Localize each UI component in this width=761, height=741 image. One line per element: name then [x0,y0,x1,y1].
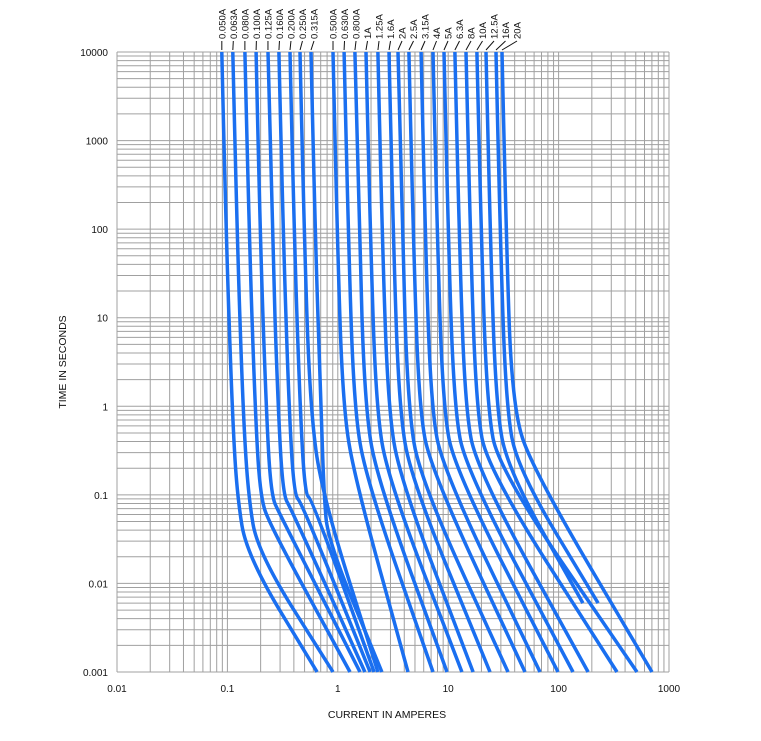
curve-label: 20A [513,21,524,39]
fuse-curves [220,51,654,673]
fuse-curve-0.050A [220,51,319,673]
curve-label: 0.200A [286,8,297,39]
y-tick-label: 0.1 [94,491,108,502]
curve-label: 2.5A [409,19,420,39]
fuse-curve-3.15A [419,51,542,673]
grid [116,51,670,673]
curve-label-leader [299,40,303,51]
fuse-curve-1.25A [376,51,475,673]
curve-labels: 0.050A 0.063A 0.080A 0.100A 0.125A 0.160A 0.20… [217,8,524,51]
curve-label: 0.800A [352,8,363,39]
fuse-curve-0.063A [231,51,335,673]
curve-label-leader [420,40,426,51]
fuse-curve-6.3A [453,51,590,673]
curve-label-leader [354,40,357,51]
fuse-curve-0.800A [353,51,449,673]
fuse-curve-20A [500,51,654,673]
curve-label: 2A [398,27,409,39]
fuse-curve-5A [442,51,575,673]
curve-label: 0.050A [217,8,228,39]
curve-label-leader [443,40,449,51]
curve-label: 3.15A [421,14,432,39]
y-tick-label: 10000 [80,48,108,59]
curve-label: 4A [432,27,443,39]
fuse-curve-2A [396,51,510,673]
x-tick-label: 100 [550,684,567,695]
curve-label-leader [495,40,506,51]
curve-label: 12.5A [490,14,501,39]
curve-label-leader [388,40,392,51]
fuse-curve-0.125A [266,51,367,673]
x-axis-title: CURRENT IN AMPERES [328,709,446,721]
curve-label-leader [454,40,460,51]
fuse-curve-0.315A [309,51,384,673]
y-tick-label: 100 [91,225,108,236]
curve-label: 0.250A [298,8,309,39]
x-tick-label: 0.01 [107,684,127,695]
curve-label: 0.063A [229,8,240,39]
y-tick-label: 10 [97,314,109,325]
curve-label-leader [465,40,472,51]
curve-label: 0.080A [240,8,251,39]
fuse-curve-4A [431,51,560,673]
x-tick-label: 10 [443,684,455,695]
fuse-curve-1A [364,51,464,673]
curve-label-leader [278,40,280,51]
fuse-curve-0.630A [342,51,435,673]
curve-label-leader [397,40,403,51]
y-tick-labels: 10000 1000 100 10 1 0.1 0.01 0.001 [80,48,108,679]
curve-label: 0.315A [309,8,320,39]
curve-label: 8A [467,27,478,39]
fuse-curve-0.250A [298,51,380,673]
curve-label: 0.125A [263,8,274,39]
curve-label: 1.25A [375,14,386,39]
curve-label: 5A [444,27,455,39]
curve-label: 0.500A [329,8,340,39]
curve-label: 6.3A [455,19,466,39]
fuse-curve-0.080A [243,51,352,673]
curve-label-leader [377,40,380,51]
curve-label-leader [408,40,414,51]
x-tick-labels: 0.01 0.1 1 10 100 1000 [107,684,680,695]
curve-label: 1.6A [386,19,397,39]
x-tick-label: 1 [335,684,341,695]
x-tick-label: 1000 [658,684,681,695]
curve-label: 0.100A [252,8,263,39]
curve-label-leader [289,40,292,51]
curve-label-leader [485,40,495,51]
curve-label-leader [365,40,369,51]
curve-label-leader [501,40,518,51]
y-tick-label: 1 [102,402,108,413]
curve-label: 10A [478,21,489,39]
y-tick-label: 0.001 [83,668,108,679]
fuse-curve-0.500A [331,51,410,673]
fuse-curve-0.160A [277,51,372,673]
curve-label-leader [476,40,483,51]
fuse-curve-2.5A [407,51,527,673]
curve-label: 16A [501,21,512,39]
fuse-curve-12.5A [484,51,585,604]
fuse-curve-0.100A [254,51,362,673]
fuse-curve-8A [464,51,619,673]
curve-label-leader [310,40,315,51]
y-axis-title: TIME IN SECONDS [57,315,69,408]
fuse-curve-10A [475,51,639,673]
fuse-curve-1.6A [387,51,492,673]
y-tick-label: 1000 [86,137,109,148]
fuse-curve-0.200A [288,51,376,673]
curve-label: 0.630A [340,8,351,39]
curve-label: 1A [363,27,374,39]
x-tick-label: 0.1 [220,684,234,695]
curve-label-leader [432,40,437,51]
fuse-curve-16A [494,51,600,605]
curve-label: 0.160A [275,8,286,39]
y-tick-label: 0.01 [89,579,109,590]
